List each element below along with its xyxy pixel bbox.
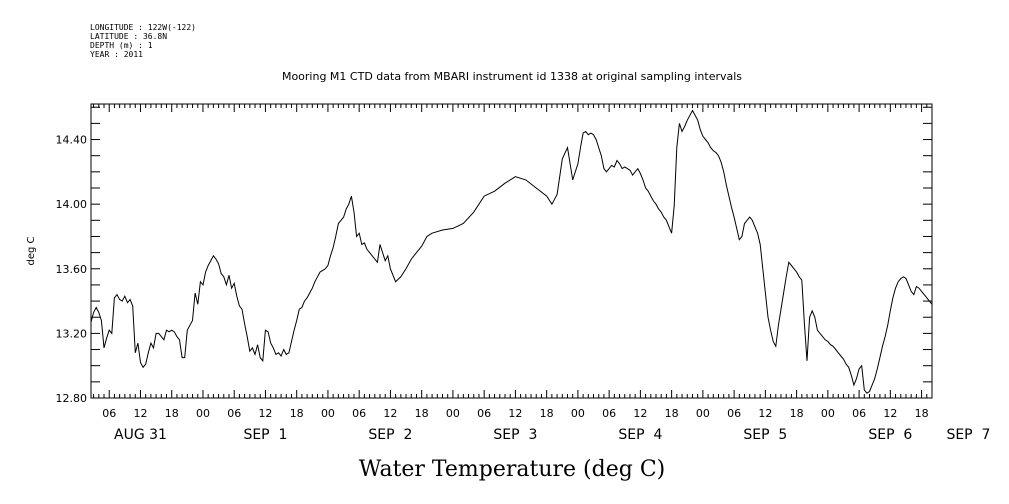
x-tick-label: 12: [758, 407, 772, 420]
chart-title: Mooring M1 CTD data from MBARI instrumen…: [282, 70, 742, 83]
x-tick-label: 00: [571, 407, 585, 420]
y-axis-label: deg C: [26, 236, 37, 265]
x-tick-label: 00: [321, 407, 335, 420]
x-tick-label: 12: [883, 407, 897, 420]
x-tick-label: 18: [165, 407, 179, 420]
x-day-label: AUG 31: [114, 427, 167, 443]
x-tick-label: 12: [508, 407, 522, 420]
x-day-label: SEP 2: [368, 427, 412, 443]
x-tick-label: 18: [915, 407, 929, 420]
x-tick-label: 06: [852, 407, 866, 420]
y-tick-label: 14.40: [56, 134, 88, 147]
x-day-label: SEP 6: [868, 427, 912, 443]
series-layer: [90, 109, 933, 394]
y-axis: 12.80 13.20 13.60 14.00 14.40: [56, 106, 932, 405]
x-tick-label: 06: [727, 407, 741, 420]
x-day-label: SEP 7: [946, 427, 990, 443]
x-day-label: SEP 4: [618, 427, 662, 443]
x-day-label: SEP 1: [243, 427, 287, 443]
x-axis-label: Water Temperature (deg C): [359, 457, 666, 482]
x-tick-label: 06: [227, 407, 241, 420]
x-tick-label: 18: [290, 407, 304, 420]
plot-frame: [90, 103, 933, 399]
x-tick-label: 12: [133, 407, 147, 420]
x-tick-label: 00: [821, 407, 835, 420]
x-tick-label: 00: [446, 407, 460, 420]
meta-latitude: LATITUDE : 36.8N: [90, 32, 167, 41]
x-tick-label: 18: [540, 407, 554, 420]
x-day-label: SEP 5: [743, 427, 787, 443]
x-tick-label: 06: [602, 407, 616, 420]
x-tick-label: 12: [633, 407, 647, 420]
x-tick-label: 00: [196, 407, 210, 420]
x-tick-label: 06: [102, 407, 116, 420]
x-tick-label: 06: [352, 407, 366, 420]
y-tick-label: 14.00: [56, 198, 88, 211]
meta-longitude: LONGITUDE : 122W(-122): [90, 23, 196, 32]
x-tick-label: 18: [415, 407, 429, 420]
y-tick-label: 12.80: [56, 392, 88, 405]
x-axis: 06 12 18 00 06 12 18 00 06 12 18 00 06 12 18 00 06 12 18 00…: [93, 104, 990, 443]
metadata-block: LONGITUDE : 122W(-122) LATITUDE : 36.8N …: [90, 23, 196, 59]
x-tick-label: 18: [665, 407, 679, 420]
meta-depth: DEPTH (m) : 1: [90, 41, 153, 50]
y-tick-label: 13.20: [56, 327, 88, 340]
x-tick-label: 12: [383, 407, 397, 420]
y-tick-label: 13.60: [56, 263, 88, 276]
meta-year: YEAR : 2011: [90, 50, 143, 59]
x-day-label: SEP 3: [493, 427, 537, 443]
series-line: [90, 109, 933, 394]
x-tick-label: 00: [696, 407, 710, 420]
x-tick-label: 06: [477, 407, 491, 420]
x-tick-label: 12: [258, 407, 272, 420]
x-tick-label: 18: [790, 407, 804, 420]
